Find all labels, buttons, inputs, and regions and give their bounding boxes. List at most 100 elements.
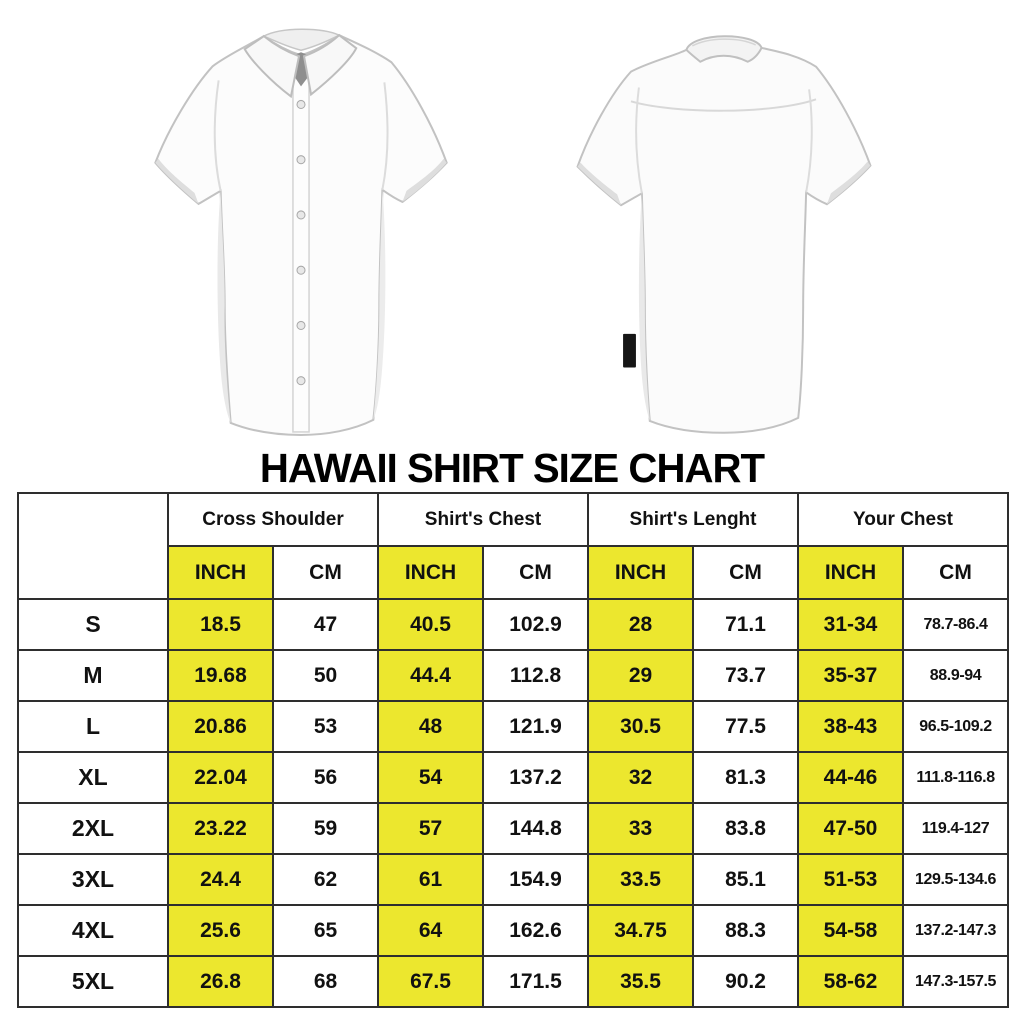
- size-cell: 4XL: [17, 904, 169, 957]
- data-cell: 18.5: [167, 598, 274, 651]
- data-cell: 88.3: [692, 904, 800, 957]
- shirt-images-area: [0, 0, 1024, 446]
- table-row-m: M 19.68 50 44.4 112.8 29 73.7 35-37 88.9…: [17, 649, 1010, 702]
- data-cell: 25.6: [167, 904, 274, 957]
- data-cell: 48: [377, 700, 485, 753]
- data-cell: 54-58: [797, 904, 905, 957]
- data-cell: 144.8: [482, 802, 590, 855]
- data-cell: 64: [377, 904, 485, 957]
- data-cell: 81.3: [692, 751, 800, 804]
- data-cell: 54: [377, 751, 485, 804]
- data-cell: 47: [271, 598, 380, 651]
- unit-header-cm: CM: [692, 545, 800, 600]
- unit-header-inch: INCH: [377, 545, 485, 600]
- data-cell: 147.3-157.5: [902, 955, 1010, 1008]
- col-group-your-chest: Your Chest: [797, 492, 1010, 547]
- data-cell: 65: [271, 904, 380, 957]
- data-cell: 85.1: [692, 853, 800, 906]
- table-row-2xl: 2XL 23.22 59 57 144.8 33 83.8 47-50 119.…: [17, 802, 1010, 855]
- data-cell: 61: [377, 853, 485, 906]
- size-cell: 2XL: [17, 802, 169, 855]
- data-cell: 32: [587, 751, 695, 804]
- data-cell: 77.5: [692, 700, 800, 753]
- corner-cell: [17, 492, 169, 600]
- data-cell: 171.5: [482, 955, 590, 1008]
- data-cell: 154.9: [482, 853, 590, 906]
- data-cell: 19.68: [167, 649, 274, 702]
- data-cell: 112.8: [482, 649, 590, 702]
- data-cell: 90.2: [692, 955, 800, 1008]
- data-cell: 162.6: [482, 904, 590, 957]
- data-cell: 29: [587, 649, 695, 702]
- table-row-5xl: 5XL 26.8 68 67.5 171.5 35.5 90.2 58-62 1…: [17, 955, 1010, 1008]
- data-cell: 40.5: [377, 598, 485, 651]
- size-cell: L: [17, 700, 169, 753]
- data-cell: 71.1: [692, 598, 800, 651]
- data-cell: 121.9: [482, 700, 590, 753]
- data-cell: 47-50: [797, 802, 905, 855]
- data-cell: 44.4: [377, 649, 485, 702]
- data-cell: 24.4: [167, 853, 274, 906]
- data-cell: 102.9: [482, 598, 590, 651]
- size-cell: S: [17, 598, 169, 651]
- shirt-back-image: [576, 35, 872, 434]
- data-cell: 35.5: [587, 955, 695, 1008]
- unit-header-cm: CM: [902, 545, 1010, 600]
- data-cell: 119.4-127: [902, 802, 1010, 855]
- data-cell: 30.5: [587, 700, 695, 753]
- data-cell: 53: [271, 700, 380, 753]
- data-cell: 50: [271, 649, 380, 702]
- data-cell: 137.2: [482, 751, 590, 804]
- group-header-row: Cross Shoulder Shirt's Chest Shirt's Len…: [17, 492, 1010, 600]
- data-cell: 35-37: [797, 649, 905, 702]
- collar-band: [685, 35, 763, 63]
- collar: [243, 33, 358, 99]
- table-row-xl: XL 22.04 56 54 137.2 32 81.3 44-46 111.8…: [17, 751, 1010, 804]
- data-cell: 34.75: [587, 904, 695, 957]
- size-chart-table: Cross Shoulder Shirt's Chest Shirt's Len…: [17, 492, 1010, 1008]
- data-cell: 59: [271, 802, 380, 855]
- table-row-s: S 18.5 47 40.5 102.9 28 71.1 31-34 78.7-…: [17, 598, 1010, 651]
- data-cell: 22.04: [167, 751, 274, 804]
- data-cell: 31-34: [797, 598, 905, 651]
- data-cell: 20.86: [167, 700, 274, 753]
- data-cell: 96.5-109.2: [902, 700, 1010, 753]
- data-cell: 88.9-94: [902, 649, 1010, 702]
- shirt-buttons: [296, 99, 306, 386]
- data-cell: 28: [587, 598, 695, 651]
- data-cell: 58-62: [797, 955, 905, 1008]
- data-cell: 51-53: [797, 853, 905, 906]
- data-cell: 83.8: [692, 802, 800, 855]
- col-group-shirts-chest: Shirt's Chest: [377, 492, 590, 547]
- data-cell: 56: [271, 751, 380, 804]
- size-cell: M: [17, 649, 169, 702]
- data-cell: 111.8-116.8: [902, 751, 1010, 804]
- table-row-3xl: 3XL 24.4 62 61 154.9 33.5 85.1 51-53 129…: [17, 853, 1010, 906]
- size-cell: 5XL: [17, 955, 169, 1008]
- unit-header-cm: CM: [271, 545, 380, 600]
- table-row-l: L 20.86 53 48 121.9 30.5 77.5 38-43 96.5…: [17, 700, 1010, 753]
- unit-header-row: INCH CM INCH CM INCH CM INCH CM: [18, 545, 1010, 600]
- hem-tag: [623, 333, 636, 368]
- unit-header-inch: INCH: [797, 545, 905, 600]
- col-group-shirts-lenght: Shirt's Lenght: [587, 492, 800, 547]
- data-cell: 33.5: [587, 853, 695, 906]
- table-row-4xl: 4XL 25.6 65 64 162.6 34.75 88.3 54-58 13…: [17, 904, 1010, 957]
- data-cell: 57: [377, 802, 485, 855]
- unit-header-cm: CM: [482, 545, 590, 600]
- data-cell: 137.2-147.3: [902, 904, 1010, 957]
- data-cell: 78.7-86.4: [902, 598, 1010, 651]
- size-cell: 3XL: [17, 853, 169, 906]
- col-group-cross-shoulder: Cross Shoulder: [166, 492, 380, 547]
- data-cell: 129.5-134.6: [902, 853, 1010, 906]
- data-cell: 38-43: [797, 700, 905, 753]
- data-cell: 68: [271, 955, 380, 1008]
- data-cell: 44-46: [797, 751, 905, 804]
- size-cell: XL: [17, 751, 169, 804]
- data-cell: 26.8: [167, 955, 274, 1008]
- data-cell: 62: [271, 853, 380, 906]
- shirt-front-image: [154, 28, 448, 436]
- unit-header-inch: INCH: [587, 545, 695, 600]
- unit-header-inch: INCH: [167, 545, 274, 600]
